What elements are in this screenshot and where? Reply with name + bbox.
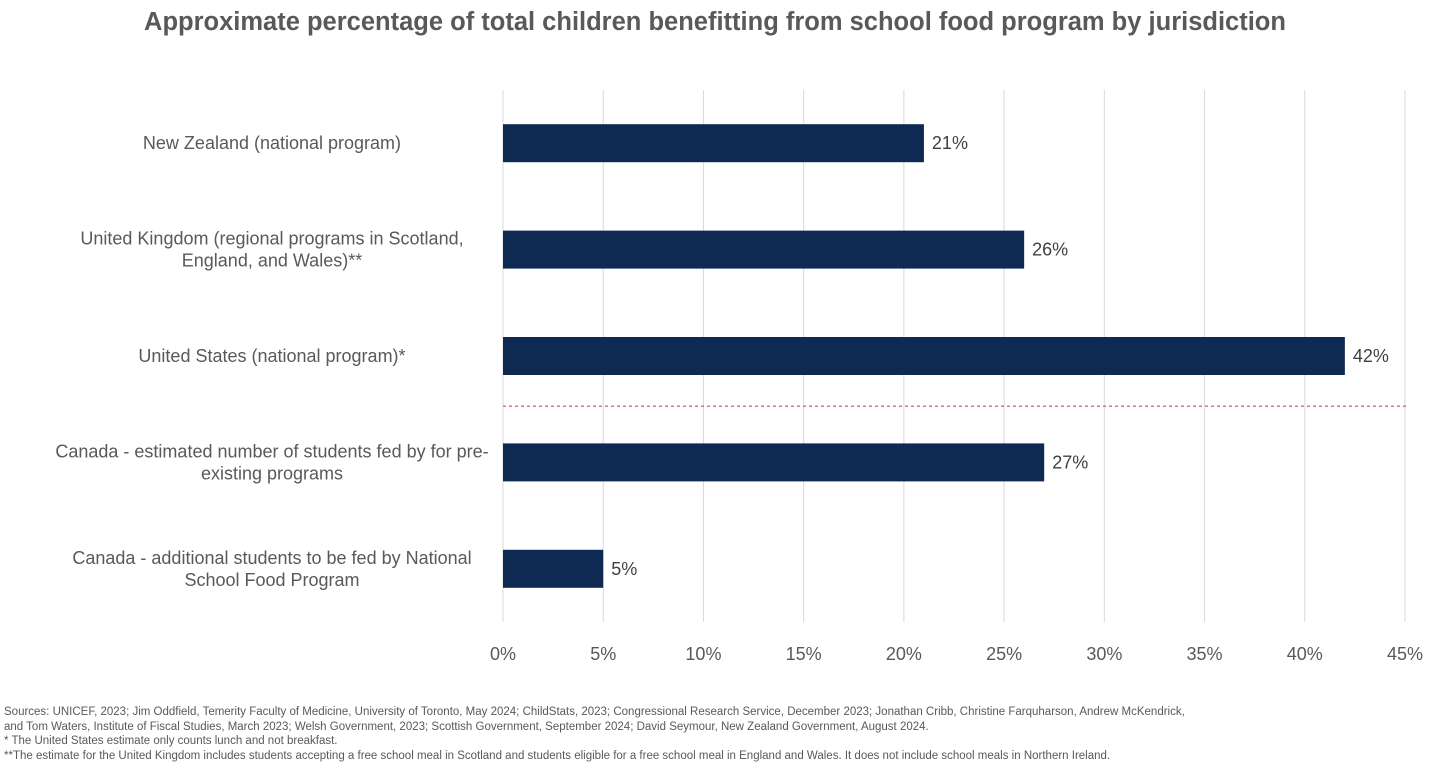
category-label-line: United States (national program)*	[138, 346, 405, 366]
note-united-states: * The United States estimate only counts…	[4, 735, 338, 747]
bar-1	[503, 230, 1025, 269]
x-tick-label-40: 40%	[1287, 644, 1323, 664]
x-tick-label-25: 25%	[986, 644, 1022, 664]
x-tick-label-20: 20%	[886, 644, 922, 664]
x-tick-label-35: 35%	[1187, 644, 1223, 664]
sources-line-2: and Tom Waters, Institute of Fiscal Stud…	[4, 720, 929, 733]
category-label-line: existing programs	[201, 463, 343, 483]
chart-title: Approximate percentage of total children…	[144, 8, 1286, 36]
category-label-line: United Kingdom (regional programs in Sco…	[80, 229, 463, 249]
category-label-1: United Kingdom (regional programs in Sco…	[80, 229, 463, 271]
x-tick-label-30: 30%	[1086, 644, 1122, 664]
data-label-0: 21%	[932, 133, 968, 153]
category-label-3: Canada - estimated number of students fe…	[55, 441, 488, 483]
x-tick-label-45: 45%	[1387, 644, 1423, 664]
footnotes: Sources: UNICEF, 2023; Jim Oddfield, Tem…	[4, 705, 1432, 763]
bar-2	[503, 337, 1345, 375]
category-label-line: Canada - estimated number of students fe…	[55, 441, 488, 461]
x-tick-label-15: 15%	[786, 644, 822, 664]
x-tick-label-5: 5%	[590, 644, 616, 664]
bar-4	[503, 549, 604, 588]
category-label-2: United States (national program)*	[138, 346, 405, 366]
bar-0	[503, 124, 924, 163]
category-label-line: New Zealand (national program)	[143, 133, 401, 153]
category-label-line: England, and Wales)**	[182, 251, 362, 271]
category-label-0: New Zealand (national program)	[143, 133, 401, 153]
x-tick-label-10: 10%	[685, 644, 721, 664]
sources-line-1: Sources: UNICEF, 2023; Jim Oddfield, Tem…	[4, 706, 1185, 718]
category-label-line: Canada - additional students to be fed b…	[72, 548, 471, 568]
data-label-4: 5%	[611, 559, 637, 579]
x-tick-label-0: 0%	[490, 644, 516, 664]
category-label-line: School Food Program	[184, 570, 359, 590]
bar-3	[503, 443, 1045, 482]
data-label-3: 27%	[1052, 452, 1088, 472]
data-label-2: 42%	[1353, 346, 1389, 366]
category-label-4: Canada - additional students to be fed b…	[72, 548, 471, 590]
data-label-1: 26%	[1032, 240, 1068, 260]
bar-chart: 0% 5% 10% 15% 20% 25% 30% 35% 40% 45% 21% New Zeala…	[55, 90, 1423, 664]
note-united-kingdom: **The estimate for the United Kingdom in…	[4, 749, 1111, 762]
